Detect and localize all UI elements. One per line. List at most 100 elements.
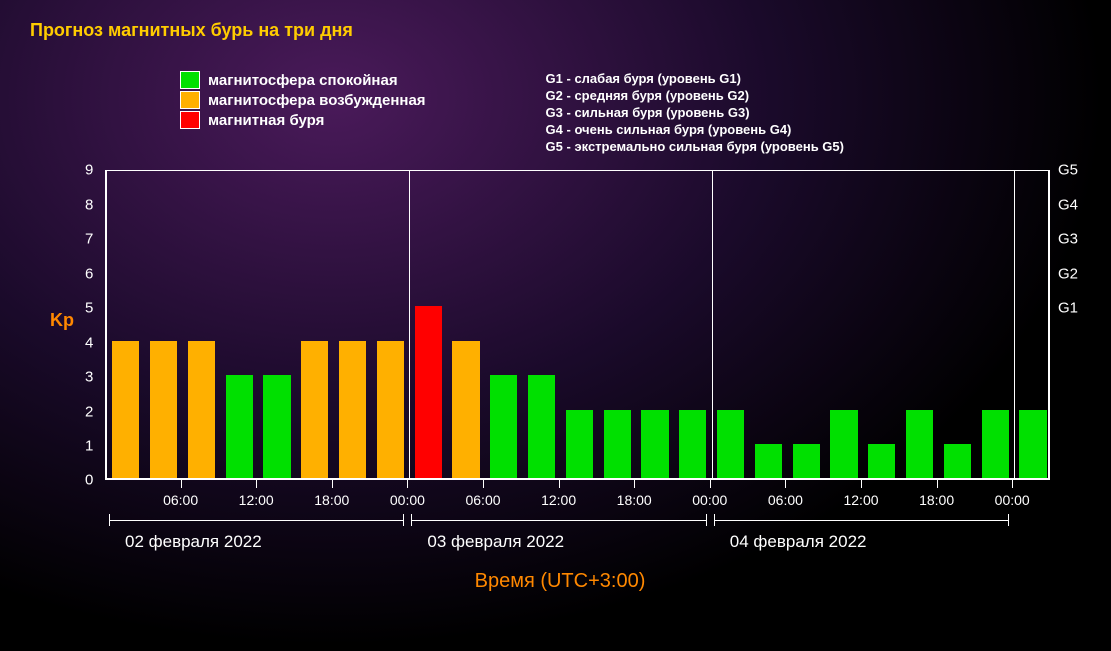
x-tick: [1012, 480, 1013, 488]
bar: [1019, 410, 1046, 479]
x-tick-label: 00:00: [995, 492, 1030, 508]
bar: [982, 410, 1009, 479]
x-tick-label: 12:00: [239, 492, 274, 508]
x-tick-label: 06:00: [768, 492, 803, 508]
x-tick-label: 12:00: [843, 492, 878, 508]
x-tick: [181, 480, 182, 488]
legend: магнитосфера спокойная магнитосфера возбу…: [0, 41, 1111, 155]
date-axis-tick: [109, 514, 110, 526]
x-tick: [861, 480, 862, 488]
bar: [377, 341, 404, 479]
g-right-label: G1: [1058, 300, 1078, 317]
x-tick: [483, 480, 484, 488]
g-scale-line: G1 - слабая буря (уровень G1): [546, 71, 844, 88]
x-tick: [407, 480, 408, 488]
x-tick-label: 00:00: [692, 492, 727, 508]
bar: [528, 375, 555, 478]
x-tick-label: 12:00: [541, 492, 576, 508]
legend-label: магнитосфера спокойная: [208, 72, 398, 89]
bar: [944, 444, 971, 478]
legend-label: магнитосфера возбужденная: [208, 92, 426, 109]
bar: [150, 341, 177, 479]
date-label: 03 февраля 2022: [427, 532, 564, 552]
legend-g-scale: G1 - слабая буря (уровень G1)G2 - средня…: [546, 71, 844, 155]
g-right-label: G3: [1058, 231, 1078, 248]
y-tick: 8: [85, 196, 93, 213]
bar: [679, 410, 706, 479]
x-tick: [785, 480, 786, 488]
x-tick-label: 00:00: [390, 492, 425, 508]
y-tick: 7: [85, 231, 93, 248]
date-axis: [714, 520, 1008, 521]
date-label: 04 февраля 2022: [730, 532, 867, 552]
bar: [717, 410, 744, 479]
day-divider: [1014, 170, 1015, 480]
date-axis-tick: [706, 514, 707, 526]
x-tick-label: 18:00: [617, 492, 652, 508]
g-scale-line: G5 - экстремально сильная буря (уровень …: [546, 139, 844, 156]
day-divider: [712, 170, 713, 480]
x-tick: [634, 480, 635, 488]
date-axis: [411, 520, 705, 521]
legend-item: магнитосфера спокойная: [180, 71, 426, 89]
bar: [604, 410, 631, 479]
bar: [830, 410, 857, 479]
bar: [226, 375, 253, 478]
y-axis-label: Kp: [50, 310, 74, 331]
bar: [641, 410, 668, 479]
y-tick: 2: [85, 403, 93, 420]
y-tick: 4: [85, 334, 93, 351]
bar: [793, 444, 820, 478]
y-tick: 5: [85, 300, 93, 317]
bar: [301, 341, 328, 479]
date-label: 02 февраля 2022: [125, 532, 262, 552]
bar: [566, 410, 593, 479]
legend-item: магнитосфера возбужденная: [180, 91, 426, 109]
date-axis-tick: [411, 514, 412, 526]
x-axis-label: Время (UTC+3:00): [50, 570, 1070, 593]
date-axis-tick: [403, 514, 404, 526]
g-scale-line: G2 - средняя буря (уровень G2): [546, 88, 844, 105]
bar: [188, 341, 215, 479]
x-tick: [937, 480, 938, 488]
y-tick: 3: [85, 369, 93, 386]
x-tick-label: 18:00: [314, 492, 349, 508]
date-axis-tick: [714, 514, 715, 526]
g-scale-line: G3 - сильная буря (уровень G3): [546, 105, 844, 122]
g-right-label: G5: [1058, 162, 1078, 179]
page-title: Прогноз магнитных бурь на три дня: [0, 0, 1111, 41]
x-tick-label: 06:00: [163, 492, 198, 508]
g-right-label: G2: [1058, 265, 1078, 282]
bar: [868, 444, 895, 478]
bar: [906, 410, 933, 479]
bar: [452, 341, 479, 479]
x-tick-label: 18:00: [919, 492, 954, 508]
x-tick-label: 06:00: [465, 492, 500, 508]
legend-colors: магнитосфера спокойная магнитосфера возбу…: [180, 71, 426, 155]
kp-chart: Kp Время (UTC+3:00) 0123456789G1G2G3G4G5…: [50, 170, 1070, 630]
date-axis: [109, 520, 403, 521]
legend-label: магнитная буря: [208, 112, 324, 129]
x-tick: [710, 480, 711, 488]
bar: [339, 341, 366, 479]
x-tick: [332, 480, 333, 488]
x-tick: [559, 480, 560, 488]
bar: [755, 444, 782, 478]
bar: [415, 306, 442, 478]
plot-area: [105, 170, 1050, 480]
legend-item: магнитная буря: [180, 111, 426, 129]
y-tick: 6: [85, 265, 93, 282]
y-tick: 0: [85, 472, 93, 489]
legend-swatch: [180, 91, 200, 109]
y-tick: 1: [85, 438, 93, 455]
bar: [263, 375, 290, 478]
legend-swatch: [180, 71, 200, 89]
date-axis-tick: [1008, 514, 1009, 526]
legend-swatch: [180, 111, 200, 129]
g-scale-line: G4 - очень сильная буря (уровень G4): [546, 122, 844, 139]
bar: [490, 375, 517, 478]
y-tick: 9: [85, 162, 93, 179]
day-divider: [409, 170, 410, 480]
g-right-label: G4: [1058, 196, 1078, 213]
bar: [112, 341, 139, 479]
